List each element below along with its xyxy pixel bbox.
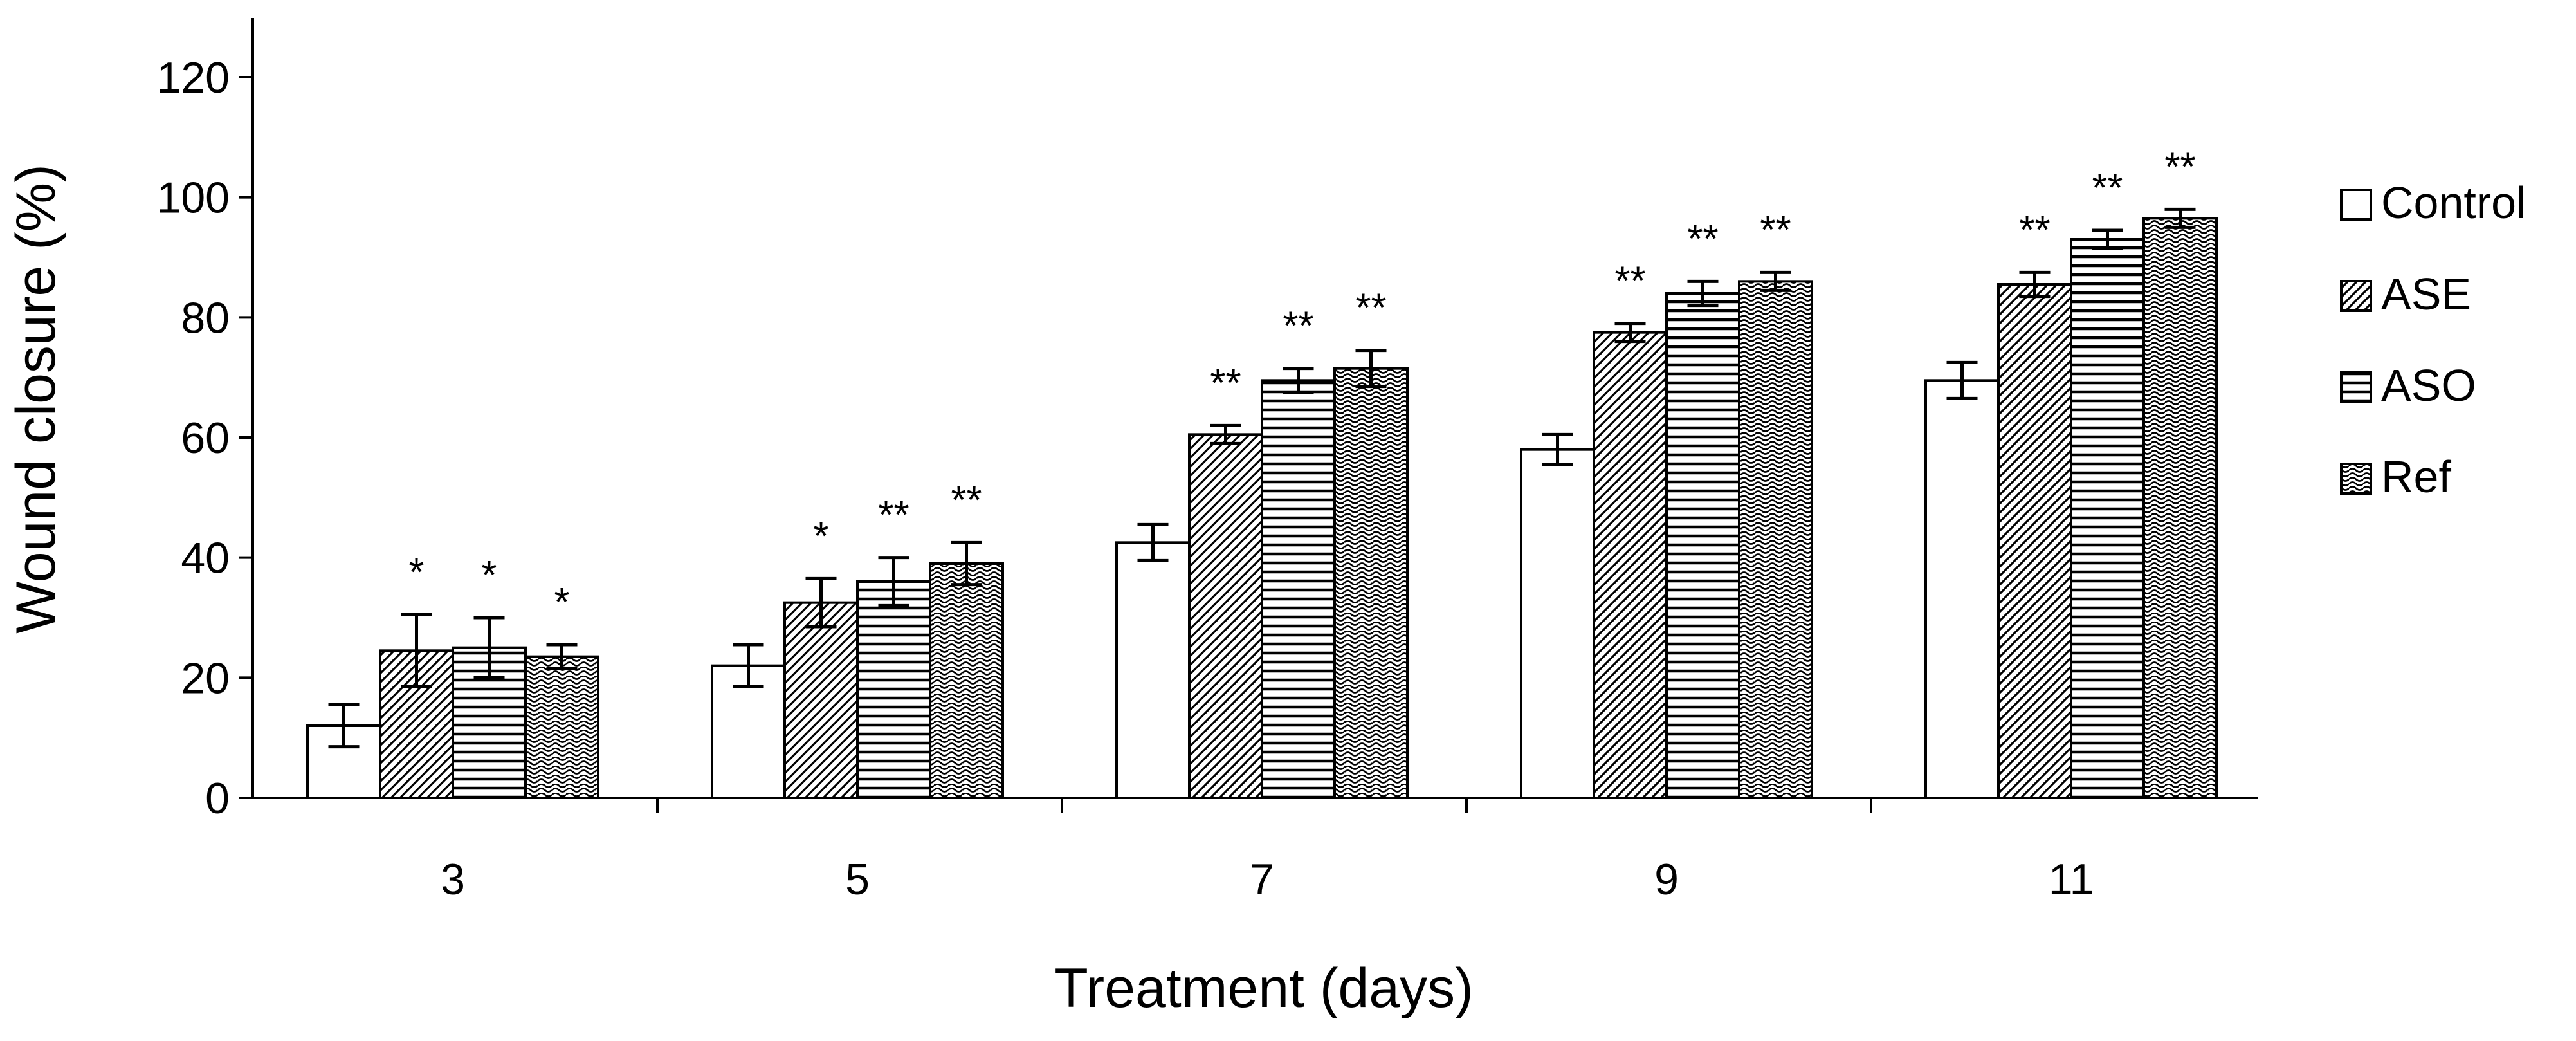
bar-control-day-9 <box>1520 448 1595 799</box>
significance-marker: * <box>554 580 569 625</box>
bar-control-day-5 <box>711 664 786 799</box>
bar-control-day-7 <box>1115 541 1191 799</box>
bar-ref-day-7 <box>1333 367 1409 799</box>
significance-marker: ** <box>1210 361 1241 405</box>
y-tick-label: 120 <box>157 53 230 102</box>
bar-aso-day-5 <box>856 580 931 799</box>
significance-marker: ** <box>2164 145 2195 189</box>
x-axis-title: Treatment (days) <box>1054 957 1474 1019</box>
x-tick-label: 7 <box>1250 855 1274 904</box>
x-tick-label: 9 <box>1654 855 1679 904</box>
bar-aso-day-11 <box>2070 238 2145 799</box>
legend-swatch-aso <box>2340 371 2372 403</box>
y-tick-label: 40 <box>181 534 230 583</box>
bar-aso-day-9 <box>1665 292 1740 799</box>
significance-marker: * <box>408 550 424 594</box>
bar-ref-day-5 <box>929 562 1004 799</box>
x-tick-label: 5 <box>845 855 870 904</box>
bar-ase-day-9 <box>1593 331 1668 799</box>
bar-ref-day-3 <box>524 655 599 800</box>
significance-marker: ** <box>1687 217 1718 261</box>
x-tick-labels: 3 5 7 9 11 <box>441 855 2094 904</box>
bar-ref-day-9 <box>1738 280 1813 800</box>
legend-swatch-control <box>2340 189 2372 221</box>
significance-marker: ** <box>878 493 909 538</box>
bar-ase-day-11 <box>1997 283 2072 799</box>
y-tick-label: 0 <box>205 774 230 823</box>
error-bars-group <box>328 207 2196 749</box>
significance-marker: ** <box>1760 208 1791 252</box>
significance-marker: ** <box>1355 286 1386 331</box>
significance-marker: ** <box>1283 304 1313 349</box>
x-tick-label: 11 <box>2049 855 2094 904</box>
legend-label-ase: ASE <box>2381 269 2471 319</box>
y-tick-label: 60 <box>181 414 230 463</box>
bar-ase-day-5 <box>783 601 859 800</box>
x-tick-label: 3 <box>441 855 465 904</box>
y-tick-label: 80 <box>181 293 230 342</box>
significance-marker: * <box>813 514 828 558</box>
bar-control-day-11 <box>1924 379 2000 799</box>
bar-ref-day-11 <box>2142 217 2218 800</box>
legend-label-aso: ASO <box>2381 360 2476 410</box>
significance-marker: ** <box>2019 208 2050 252</box>
significance-marker: ** <box>951 478 982 522</box>
y-tick-labels: 0 20 40 60 80 100 120 <box>157 53 230 823</box>
legend-swatch-ref <box>2340 463 2372 495</box>
bar-ase-day-7 <box>1188 433 1263 799</box>
y-axis-title: Wound closure (%) <box>5 164 67 634</box>
legend-swatch-ase <box>2340 280 2372 312</box>
bar-aso-day-7 <box>1261 379 1336 799</box>
bars-group <box>306 217 2218 800</box>
significance-group: ************************** <box>408 145 2195 625</box>
significance-marker: * <box>481 553 497 598</box>
y-tick-label: 20 <box>181 654 230 703</box>
significance-marker: ** <box>2092 166 2123 210</box>
legend-label-ref: Ref <box>2381 452 2451 502</box>
y-tick-label: 100 <box>157 174 230 223</box>
legend: Control ASE ASO Ref <box>2340 178 2526 502</box>
significance-marker: ** <box>1614 259 1645 304</box>
legend-label-control: Control <box>2381 178 2526 228</box>
